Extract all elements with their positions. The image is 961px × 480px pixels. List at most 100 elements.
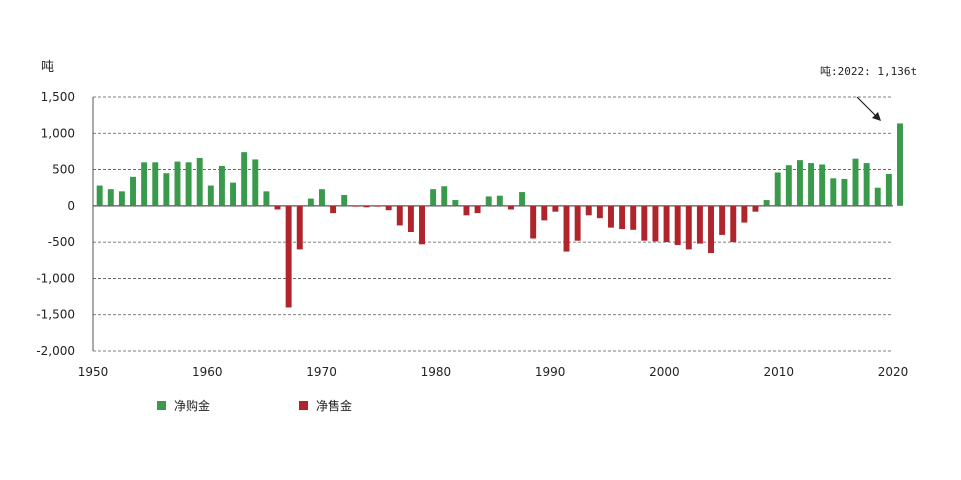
bars: [96, 123, 903, 308]
bar-2019: [863, 163, 870, 206]
bar-1975: [374, 205, 381, 207]
bar-1971: [330, 205, 337, 214]
bar-1967: [285, 205, 292, 308]
bar-1972: [341, 194, 348, 206]
bar-1981: [441, 186, 448, 206]
bar-1973: [352, 205, 359, 207]
bar-1958: [185, 162, 192, 206]
y-tick-label: -500: [48, 235, 75, 249]
y-tick-label: -2,000: [36, 344, 75, 358]
bar-1956: [163, 173, 170, 206]
bar-1977: [396, 205, 403, 226]
bar-1991: [552, 205, 559, 212]
x-tick-label: 1950: [78, 365, 109, 379]
x-tick-label: 2020: [878, 365, 909, 379]
bar-1965: [263, 191, 270, 206]
legend-net-purchase: 净购金: [157, 397, 210, 414]
bar-1964: [252, 159, 259, 206]
bar-2000: [652, 205, 659, 242]
bar-2021: [885, 173, 892, 206]
bar-1987: [507, 205, 514, 210]
bar-2022: [897, 123, 903, 206]
bar-1980: [430, 189, 437, 206]
bar-1974: [363, 205, 370, 208]
x-tick-label: 2010: [763, 365, 794, 379]
bar-2016: [830, 178, 837, 206]
bar-1954: [141, 162, 148, 206]
bar-1988: [519, 192, 526, 206]
y-tick-label: 1,500: [41, 90, 75, 104]
bar-1976: [385, 205, 392, 211]
bar-1950: [96, 185, 103, 206]
y-tick-label: 0: [67, 199, 75, 213]
bar-1961: [218, 165, 225, 206]
bar-1994: [585, 205, 592, 216]
bar-2001: [663, 205, 670, 243]
bar-1969: [307, 198, 314, 206]
legend-swatch-red: [299, 401, 308, 410]
legend-label-net-sale: 净售金: [316, 399, 353, 413]
x-tick-label: 1990: [535, 365, 566, 379]
y-tick-label: 500: [52, 163, 75, 177]
bar-1952: [118, 191, 125, 206]
bar-1957: [174, 161, 181, 206]
bar-1989: [530, 205, 537, 239]
bar-2004: [696, 205, 703, 244]
x-tick-label: 2000: [649, 365, 680, 379]
legend-swatch-green: [157, 401, 166, 410]
bar-1970: [319, 189, 325, 206]
bar-1979: [419, 205, 425, 245]
bar-2009: [752, 205, 759, 212]
y-tick-label: -1,500: [36, 308, 75, 322]
x-tick-label: 1980: [421, 365, 452, 379]
y-axis-unit-label: 吨: [41, 60, 54, 75]
legend-label-net-purchase: 净购金: [174, 399, 211, 413]
bar-2020: [874, 187, 881, 206]
bar-1951: [107, 189, 114, 206]
bar-2015: [819, 164, 826, 206]
bar-1982: [452, 200, 459, 206]
bar-2002: [674, 205, 681, 246]
bar-2018: [852, 158, 859, 206]
bar-1993: [574, 205, 581, 241]
bar-1999: [641, 205, 648, 241]
x-tick-label: 1970: [306, 365, 337, 379]
legend-net-sale: 净售金: [299, 397, 352, 414]
bar-2008: [741, 205, 748, 223]
x-axis: 1950 1960 1970 1980 1990 2000 2010 2020: [78, 365, 909, 379]
y-tick-label: 1,000: [41, 126, 75, 140]
bar-1996: [608, 205, 614, 228]
annotation-arrow: [856, 96, 881, 121]
bar-1966: [274, 205, 281, 210]
x-tick-label: 1960: [192, 365, 223, 379]
bar-1968: [296, 205, 303, 250]
bar-2013: [796, 160, 803, 206]
bar-1992: [563, 205, 570, 252]
bar-1995: [596, 205, 603, 219]
bar-1959: [196, 157, 203, 206]
bar-2012: [785, 165, 792, 206]
y-axis: 1,500 1,000 500 0 -500 -1,000 -1,500 -2,000: [36, 90, 94, 358]
bar-1985: [485, 196, 492, 206]
bar-2003: [685, 205, 692, 250]
bar-2005: [708, 205, 714, 254]
bar-2014: [808, 163, 815, 206]
bar-1962: [230, 182, 237, 206]
gridlines: [93, 96, 893, 352]
bar-1984: [474, 205, 481, 214]
bar-1955: [152, 162, 159, 206]
bar-2011: [774, 172, 781, 206]
bar-2010: [763, 200, 770, 206]
bar-1978: [407, 205, 414, 232]
annotation-2022: 吨:2022: 1,136t: [820, 65, 917, 78]
bar-2017: [841, 179, 848, 206]
bar-1953: [130, 176, 136, 206]
bar-2007: [730, 205, 737, 243]
y-tick-label: -1,000: [36, 271, 75, 285]
bar-1983: [463, 205, 470, 216]
bar-1960: [207, 185, 214, 206]
bar-1986: [496, 195, 503, 206]
bar-1998: [630, 205, 637, 230]
bar-1990: [541, 205, 548, 221]
